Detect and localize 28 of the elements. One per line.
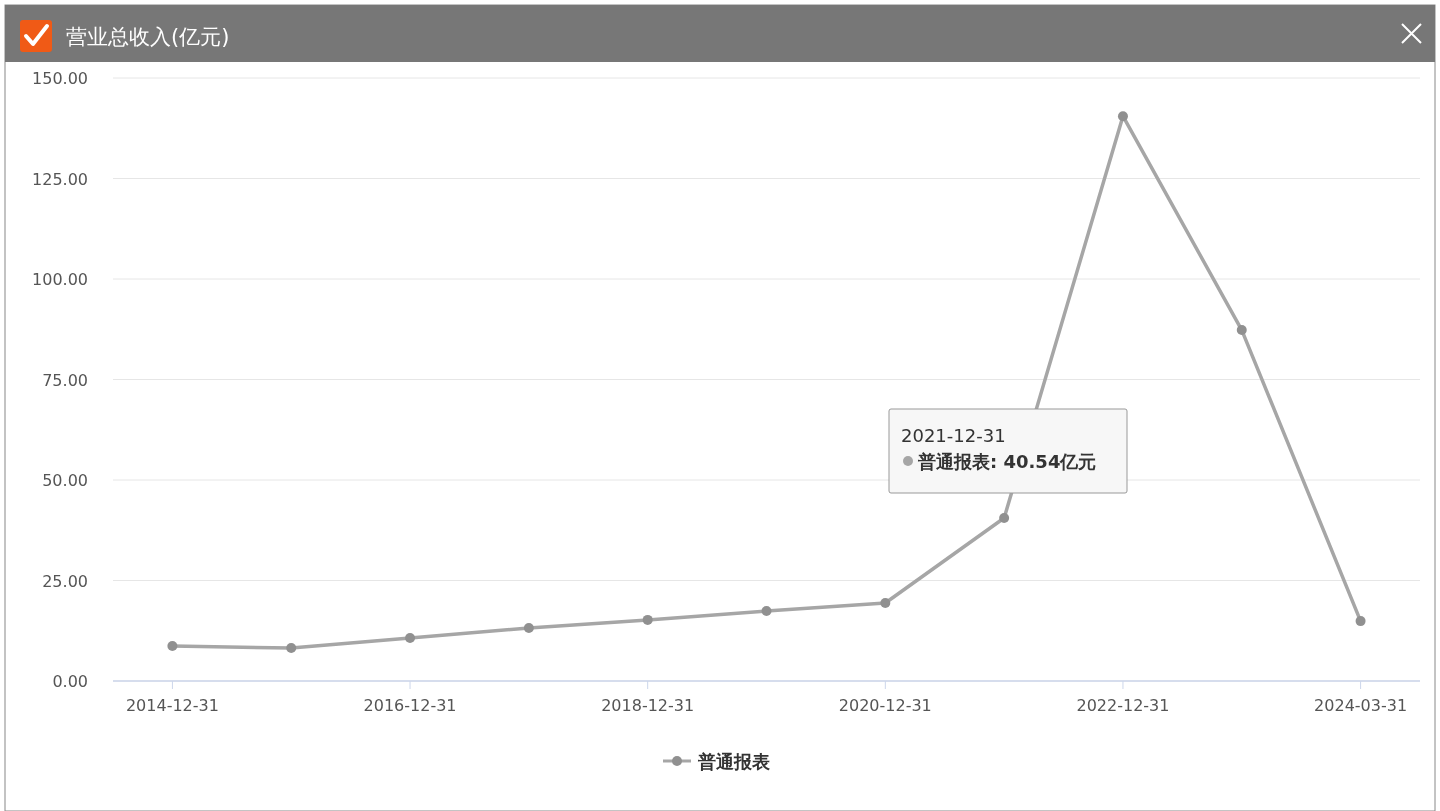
x-tick-label: 2024-03-31 bbox=[1314, 696, 1408, 715]
y-tick-label: 0.00 bbox=[52, 672, 88, 691]
point bbox=[761, 606, 772, 617]
x-tick-label: 2020-12-31 bbox=[838, 696, 932, 715]
annotation: 2021-12-31 bbox=[901, 425, 1006, 446]
point bbox=[1117, 111, 1128, 122]
x-tick-label: 2022-12-31 bbox=[1076, 696, 1170, 715]
x-tick-label: 2014-12-31 bbox=[125, 696, 219, 715]
chart-title: 营业总收入(亿元) bbox=[66, 25, 230, 49]
y-tick-label: 25.00 bbox=[42, 571, 88, 591]
point bbox=[286, 643, 297, 654]
y-tick-label: 150.00 bbox=[32, 69, 88, 88]
point bbox=[167, 641, 178, 652]
x-tick-label: 2016-12-31 bbox=[363, 696, 457, 715]
legend-label: 普通报表 bbox=[697, 751, 770, 772]
point bbox=[642, 614, 653, 625]
y-tick-label: 50.00 bbox=[42, 471, 88, 490]
y-tick-label: 125.00 bbox=[32, 169, 88, 189]
point bbox=[523, 622, 534, 633]
point bbox=[999, 513, 1010, 524]
x-tick-label: 2018-12-31 bbox=[601, 696, 695, 715]
annotation: 普通报表: 40.54亿元 bbox=[917, 451, 1097, 472]
point bbox=[405, 632, 416, 643]
y-tick-label: 100.00 bbox=[32, 270, 88, 289]
point bbox=[880, 598, 891, 609]
point bbox=[1236, 325, 1247, 336]
point bbox=[1355, 616, 1366, 627]
y-tick-label: 75.00 bbox=[42, 370, 88, 390]
